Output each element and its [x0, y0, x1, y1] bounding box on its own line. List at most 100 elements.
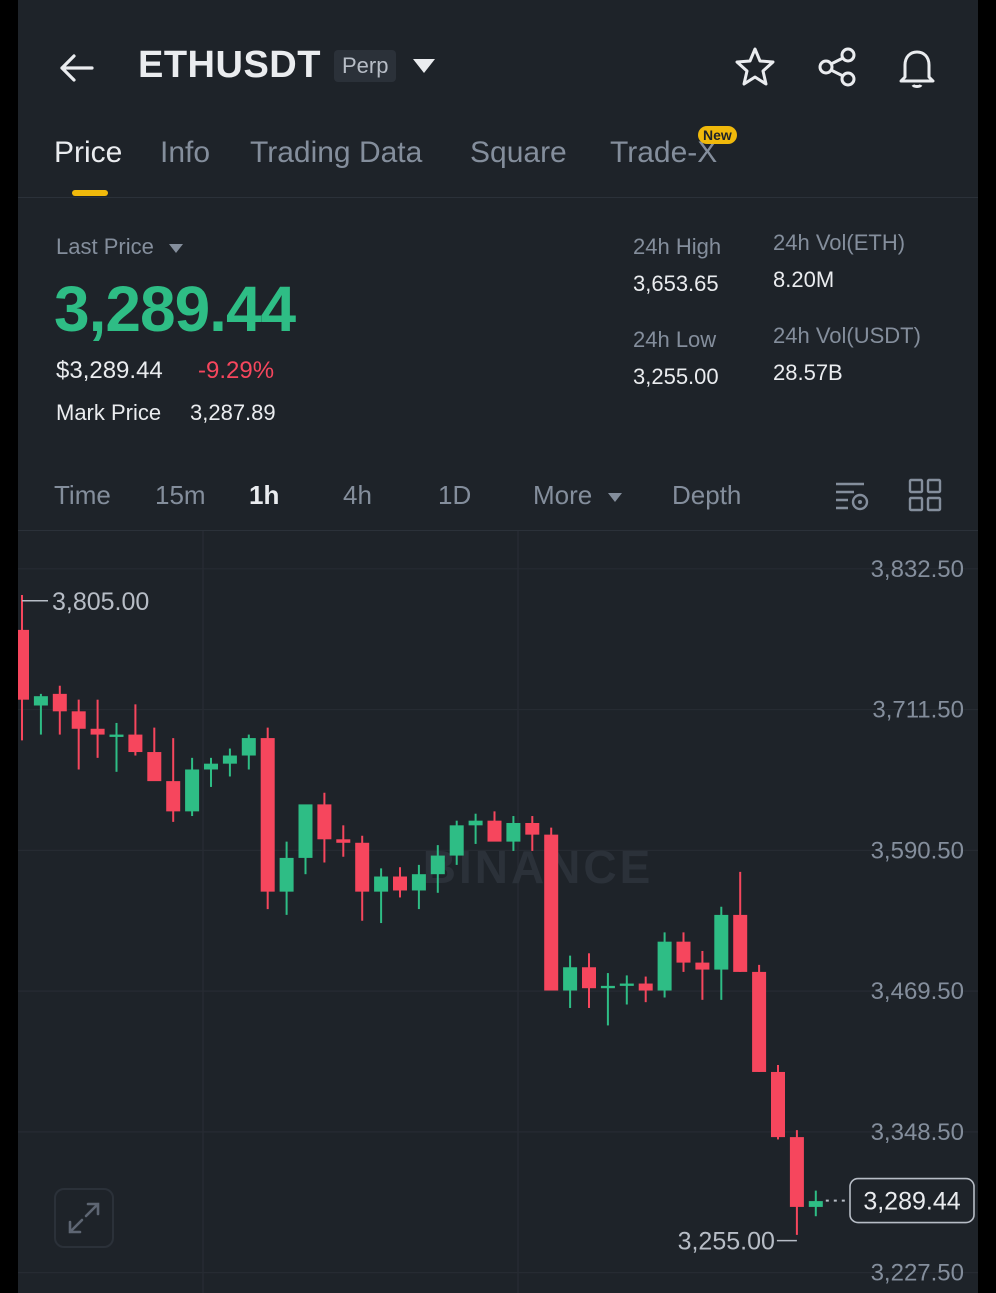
candle-body [128, 734, 143, 753]
candle-body [222, 755, 237, 764]
candle-body [355, 842, 370, 892]
candle [733, 871, 748, 972]
back-arrow-icon[interactable] [54, 46, 98, 90]
candle [430, 845, 445, 893]
candle-body [52, 693, 67, 712]
candle-body [771, 1071, 785, 1138]
candlestick-chart[interactable]: BINANCE 3,832.503,711.503,590.503,469.50… [18, 531, 978, 1293]
candle-body [185, 769, 200, 812]
y-tick-label: 3,348.50 [871, 1119, 964, 1146]
tf-more-label: More [533, 480, 593, 510]
active-tab-indicator [72, 190, 108, 196]
y-tick-label: 3,832.50 [871, 556, 964, 583]
candle-body [582, 967, 596, 989]
price-change: -9.29% [198, 357, 275, 384]
candle-body [317, 804, 332, 840]
candle [317, 792, 332, 863]
mark-price-label: Mark Price [56, 400, 162, 425]
tf-1d[interactable]: 1D [438, 480, 472, 510]
candle [90, 699, 105, 758]
candle [563, 955, 578, 1008]
candle-body [638, 983, 653, 991]
candle-body [789, 1137, 804, 1207]
current-price-label: 3,289.44 [863, 1188, 960, 1216]
candle-body [808, 1201, 823, 1207]
low-marker-label: 3,255.00 [678, 1228, 775, 1256]
current-price-box [849, 1177, 975, 1224]
fullscreen-button[interactable] [54, 1188, 114, 1248]
share-icon[interactable] [814, 44, 860, 90]
candle [147, 727, 162, 782]
new-badge: New [698, 126, 737, 144]
candle-body [468, 820, 483, 826]
star-icon[interactable] [732, 44, 778, 90]
candle [638, 976, 653, 1003]
candle [355, 835, 370, 921]
indicator-settings-icon[interactable] [834, 478, 870, 514]
candle-body [33, 696, 48, 706]
candle [279, 841, 294, 915]
candle-body [619, 983, 634, 986]
perp-badge: Perp [334, 50, 397, 82]
candle-body [600, 985, 615, 989]
candle-body [166, 781, 181, 812]
candle [411, 864, 426, 910]
candle-body [676, 941, 691, 963]
chevron-down-icon[interactable] [412, 58, 436, 74]
candle [18, 594, 29, 741]
candle [109, 722, 124, 772]
candle [771, 1064, 785, 1140]
tab-trading-data[interactable]: Trading Data [250, 136, 423, 169]
candle [336, 825, 351, 857]
candle [695, 950, 710, 1000]
candle [185, 757, 200, 817]
bell-icon[interactable] [894, 44, 940, 90]
last-price-selector[interactable]: Last Price [56, 234, 184, 260]
tab-square[interactable]: Square [470, 136, 567, 169]
candle [71, 699, 86, 770]
vol-eth: 8.20M [773, 267, 835, 292]
candle [657, 932, 672, 998]
candle-body [506, 823, 521, 842]
candle [128, 704, 143, 756]
candle-body [752, 971, 767, 1072]
candle-body [279, 857, 294, 892]
candle [298, 804, 313, 875]
symbol-title[interactable]: ETHUSDT [138, 44, 321, 86]
candles [18, 594, 823, 1235]
vol-usdt-label: 24h Vol(USDT) [773, 323, 921, 348]
candle-body [430, 855, 445, 875]
tf-more[interactable]: More [533, 480, 623, 511]
tf-1h[interactable]: 1h [249, 480, 280, 510]
tf-time[interactable]: Time [54, 480, 111, 510]
tab-trade-x[interactable]: Trade-X [610, 136, 718, 169]
y-tick-label: 3,590.50 [871, 837, 964, 864]
layout-grid-icon[interactable] [908, 478, 942, 512]
y-tick-label: 3,227.50 [871, 1260, 964, 1287]
candle [789, 1130, 804, 1235]
tf-depth[interactable]: Depth [672, 480, 742, 510]
last-price-label: Last Price [56, 234, 154, 259]
candle-body [147, 752, 162, 782]
tab-price[interactable]: Price [54, 136, 123, 169]
candle [468, 813, 483, 844]
low-24h: 3,255.00 [633, 364, 719, 389]
tab-info[interactable]: Info [160, 136, 211, 169]
candle [52, 685, 67, 735]
candle [487, 811, 502, 842]
candle-body [241, 738, 256, 756]
high-24h: 3,653.65 [633, 271, 719, 296]
y-axis-labels: 3,832.50 3,711.50 3,590.50 3,469.50 3,348.50… [871, 556, 964, 1287]
tf-4h[interactable]: 4h [343, 480, 372, 510]
high-marker-label: 3,805.00 [52, 588, 149, 616]
caret-down-icon [168, 243, 183, 253]
candle [619, 975, 634, 1005]
vol-usdt: 28.57B [773, 360, 843, 385]
candle-body [714, 914, 729, 970]
tf-15m[interactable]: 15m [155, 480, 206, 510]
candle-body [487, 820, 502, 842]
candle [260, 727, 275, 910]
candle-body [411, 874, 426, 891]
candle-body [563, 967, 578, 991]
divider [18, 197, 978, 198]
